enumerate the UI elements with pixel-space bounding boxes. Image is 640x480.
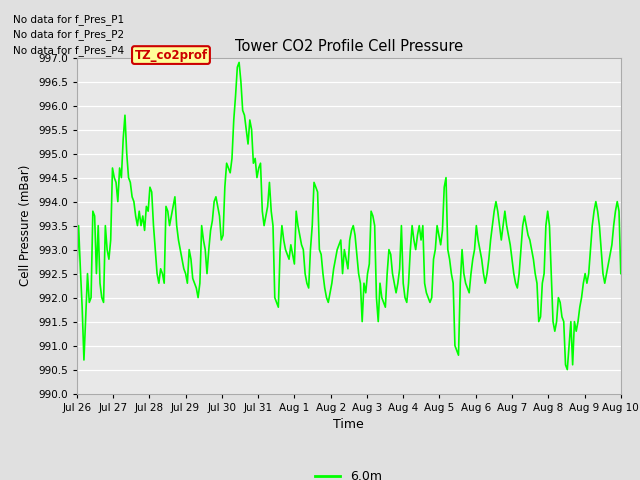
X-axis label: Time: Time: [333, 418, 364, 431]
Title: Tower CO2 Profile Cell Pressure: Tower CO2 Profile Cell Pressure: [235, 39, 463, 54]
Y-axis label: Cell Pressure (mBar): Cell Pressure (mBar): [19, 165, 33, 286]
Text: No data for f_Pres_P4: No data for f_Pres_P4: [13, 45, 124, 56]
Legend: 6.0m: 6.0m: [310, 465, 387, 480]
Text: No data for f_Pres_P1: No data for f_Pres_P1: [13, 13, 124, 24]
Text: No data for f_Pres_P2: No data for f_Pres_P2: [13, 29, 124, 40]
Text: TZ_co2prof: TZ_co2prof: [134, 48, 207, 61]
